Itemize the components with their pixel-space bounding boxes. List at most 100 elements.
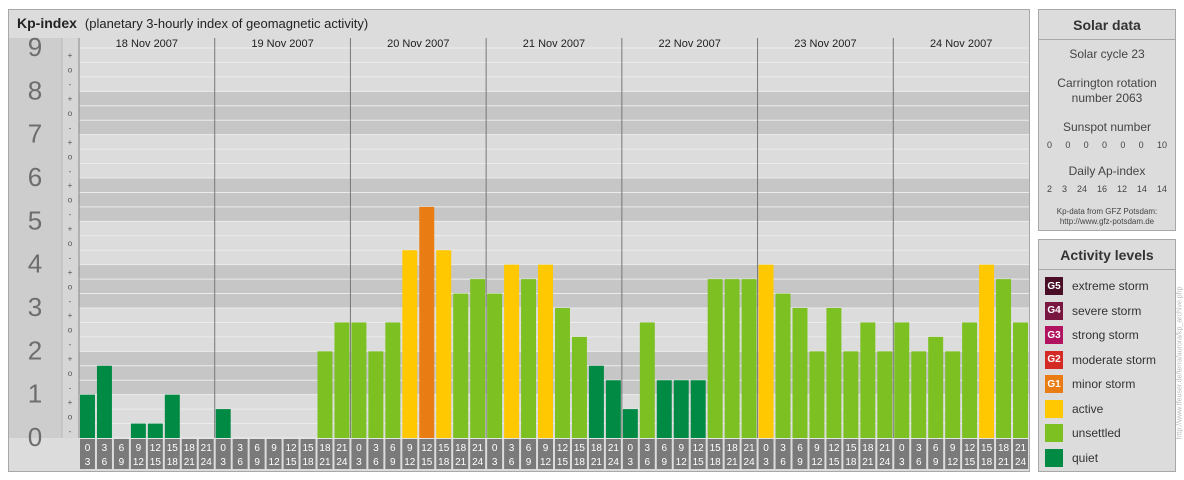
y-subtick-label: - <box>69 210 72 219</box>
credit-link[interactable]: http://www.gfz-potsdam.de <box>1059 217 1155 226</box>
level-active: active <box>1039 397 1175 422</box>
sunspot-value: 0 <box>1083 140 1089 150</box>
y-subtick-label: - <box>69 340 72 349</box>
interval-start-label: 21 <box>879 443 891 454</box>
interval-end-label: 15 <box>964 457 976 468</box>
interval-box <box>724 439 740 469</box>
kp-bar <box>80 394 95 438</box>
sunspot-value: 0 <box>1065 140 1071 150</box>
interval-box <box>741 439 757 469</box>
interval-start-label: 6 <box>526 443 532 454</box>
interval-start-label: 3 <box>373 443 379 454</box>
interval-start-label: 12 <box>828 443 840 454</box>
level-swatch: G5 <box>1045 277 1063 296</box>
interval-start-label: 0 <box>628 443 634 454</box>
interval-end-label: 3 <box>628 457 634 468</box>
interval-box <box>164 439 180 469</box>
level-swatch <box>1045 399 1063 418</box>
kp-bar <box>724 279 740 438</box>
y-subtick-label: + <box>68 95 73 104</box>
kp-bar <box>436 250 452 438</box>
interval-end-label: 24 <box>201 457 213 468</box>
interval-start-label: 15 <box>167 443 179 454</box>
level-label: severe storm <box>1072 303 1142 318</box>
chart-title-row: Kp-index (planetary 3-hourly index of geo… <box>17 15 368 31</box>
interval-box <box>622 439 638 469</box>
interval-box <box>266 439 282 469</box>
interval-end-label: 6 <box>780 457 786 468</box>
y-tick-label: 8 <box>28 75 42 105</box>
y-subtick-label: o <box>68 282 73 291</box>
level-swatch: G1 <box>1045 375 1063 394</box>
interval-box <box>147 439 163 469</box>
interval-end-label: 6 <box>102 457 108 468</box>
interval-end-label: 9 <box>254 457 260 468</box>
interval-end-label: 18 <box>981 457 993 468</box>
ap-value: 12 <box>1116 184 1127 194</box>
y-subtick-label: + <box>68 355 73 364</box>
sunspot-value: 0 <box>1101 140 1107 150</box>
interval-end-label: 18 <box>302 457 314 468</box>
activity-levels-title: Activity levels <box>1039 240 1175 270</box>
kp-bar <box>368 351 384 438</box>
interval-end-label: 12 <box>269 457 281 468</box>
y-subtick-label: + <box>68 268 73 277</box>
interval-end-label: 18 <box>167 457 179 468</box>
level-strong-storm: G3 strong storm <box>1039 323 1175 348</box>
kp-bar <box>385 322 401 438</box>
interval-end-label: 3 <box>356 457 362 468</box>
kp-bar <box>538 264 553 438</box>
y-subtick-label: + <box>68 225 73 234</box>
interval-start-label: 12 <box>421 443 433 454</box>
interval-start-label: 3 <box>645 443 651 454</box>
level-quiet: quiet <box>1039 446 1175 471</box>
interval-start-label: 18 <box>591 443 603 454</box>
interval-start-label: 9 <box>136 443 142 454</box>
interval-start-label: 18 <box>862 443 874 454</box>
interval-box <box>758 439 774 469</box>
kp-bar <box>758 264 774 438</box>
kp-bar <box>741 279 757 438</box>
interval-end-label: 3 <box>85 457 91 468</box>
interval-end-label: 12 <box>676 457 688 468</box>
carrington-line-1: Carrington rotation <box>1057 76 1157 90</box>
level-swatch <box>1045 448 1063 467</box>
interval-end-label: 9 <box>390 457 396 468</box>
interval-start-label: 15 <box>574 443 586 454</box>
interval-start-label: 6 <box>254 443 260 454</box>
sunspot-label: Sunspot number <box>1062 120 1152 134</box>
interval-start-label: 0 <box>492 443 498 454</box>
activity-levels-panel: Activity levels G5 extreme storm G4 severe… <box>1038 239 1176 472</box>
interval-start-label: 0 <box>356 443 362 454</box>
chart-subtitle: (planetary 3-hourly index of geomagnetic… <box>84 16 369 31</box>
kp-bar <box>1013 322 1028 438</box>
kp-bar <box>164 394 180 438</box>
interval-box <box>334 439 350 469</box>
kp-bar <box>571 336 587 438</box>
interval-box <box>996 439 1012 469</box>
kp-bar <box>809 351 825 438</box>
y-subtick-label: - <box>69 167 72 176</box>
interval-end-label: 21 <box>184 457 196 468</box>
interval-start-label: 12 <box>964 443 976 454</box>
y-subtick-label: - <box>69 123 72 132</box>
interval-box <box>775 439 791 469</box>
kp-band <box>79 221 1029 265</box>
kp-bar <box>453 293 469 438</box>
interval-box <box>130 439 146 469</box>
y-subtick-label: o <box>68 66 73 75</box>
kp-bar <box>588 365 604 438</box>
level-label: quiet <box>1072 450 1099 465</box>
ap-value: 14 <box>1156 184 1167 194</box>
interval-end-label: 9 <box>797 457 803 468</box>
interval-end-label: 6 <box>645 457 651 468</box>
y-subtick-label: + <box>68 398 73 407</box>
interval-box <box>792 439 808 469</box>
interval-end-label: 18 <box>438 457 450 468</box>
y-subtick-label: + <box>68 51 73 60</box>
interval-box <box>877 439 893 469</box>
y-tick-label: 3 <box>28 292 42 322</box>
interval-end-label: 15 <box>285 457 297 468</box>
solar-data-panel: Solar data Solar cycle 23 Carrington rot… <box>1038 9 1176 231</box>
interval-start-label: 18 <box>184 443 196 454</box>
